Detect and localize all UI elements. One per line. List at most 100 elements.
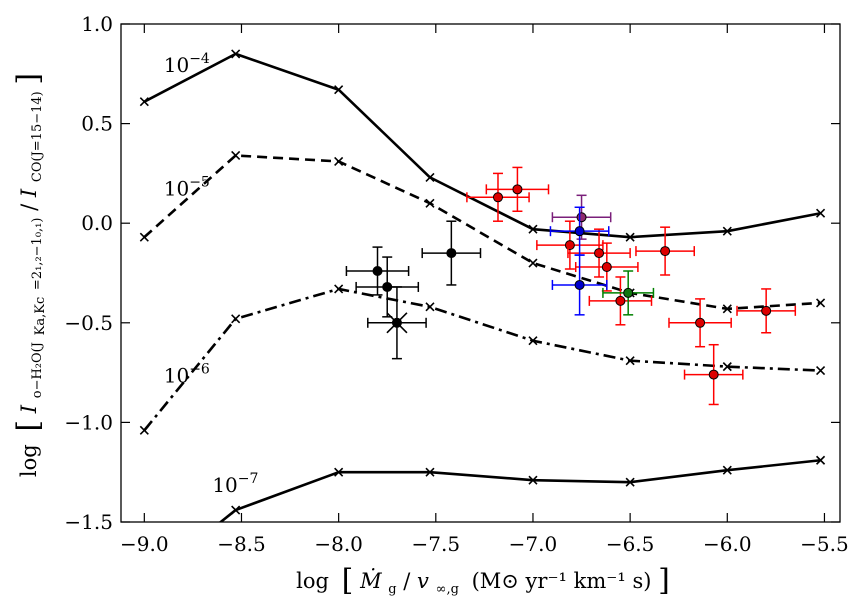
y-title-log: log [17,444,41,477]
y-title-sub1-kk: Ka,Kc [33,297,48,336]
curve-marker-1e-4-5 [625,232,635,242]
point-marker [761,305,772,316]
y-tick-label: 0.5 [81,112,113,136]
curve-marker-1e-6-3 [425,302,435,312]
observation-point [549,206,610,256]
curve-label-1e-5: 10−5 [164,174,210,200]
curve-1e-4 [143,52,821,239]
curve-marker-1e-5-1 [231,150,241,161]
curve-marker-1e-4-4 [528,224,538,234]
point-marker [372,266,383,277]
x-title-sub-g: g [388,582,396,597]
x-title-rbracket: ] [658,563,670,598]
point-marker [512,184,523,195]
y-tick-label: −0.5 [64,311,113,335]
curve-marker-1e-4-7 [816,208,826,218]
point-marker [446,248,457,259]
x-title-mdot: Ṁ [359,569,382,593]
observation-point [602,270,655,316]
curve-marker-1e-7-1 [334,467,344,477]
curve-label-base: 10 [164,176,189,200]
y-title-rbracket: ] [11,73,46,85]
observation-point [367,286,427,360]
observation-point [567,228,631,278]
curve-label-1e-4: 10−4 [164,51,210,77]
x-title-sub-vinf: ∞,g [436,582,459,597]
curve-marker-1e-5-0 [139,232,149,242]
point-marker [576,212,587,223]
observation-point [736,288,797,334]
curve-marker-1e-4-1 [231,49,241,59]
curve-marker-1e-6-7 [816,366,826,376]
axes: −9.0 −8.5 −8.0 −7.5 −7.0 −6.5 −6.0 −5.5 1.0 0.5 0.… [64,12,848,556]
curve-marker-1e-5-6 [722,304,732,314]
curve-marker-1e-5-4 [528,258,538,268]
curve-marker-1e-5-3 [425,198,435,208]
x-tick-label: −8.5 [217,532,266,556]
observation-point [485,166,550,212]
x-title-lbracket: [ [342,563,354,598]
x-axis-title: log [ Ṁ g / v ∞,g (M⊙ yr⁻¹ km⁻¹ s) ] [296,563,670,598]
y-tick-label: −1.0 [64,410,113,434]
observation-point [466,172,530,222]
curve-marker-1e-4-6 [722,226,732,236]
curve-marker-1e-4-3 [425,172,435,182]
point-marker [695,317,706,328]
point-marker [708,369,719,380]
curve-label-exponent: −5 [189,174,210,190]
model-curves [139,49,826,522]
observation-point [345,246,410,296]
observation-point [421,220,482,286]
curve-label-base: 10 [212,473,237,497]
curve-label-base: 10 [164,364,189,388]
curve-marker-1e-6-1 [231,314,241,324]
point-marker [594,248,605,259]
point-marker [574,226,585,237]
point-marker [391,317,402,328]
y-tick-label: −1.5 [64,510,113,534]
point-marker [574,279,585,290]
curve-marker-1e-6-2 [334,284,344,294]
curve-marker-1e-5-7 [816,298,826,308]
point-marker [382,281,393,292]
y-title-sub1: o−H₂O(J [30,342,45,398]
point-marker [623,287,634,298]
x-tick-label: −8.0 [314,532,363,556]
y-tick-label: 1.0 [81,12,113,36]
x-title-slash: / [403,569,411,593]
y-title-lbracket: [ [11,420,46,432]
point-marker [615,295,626,306]
plot-frame [120,23,841,523]
y-title-I2: I [17,188,41,198]
curve-1e-7-tail [218,509,237,522]
x-tick-label: −5.5 [800,532,849,556]
curve-label-1e-6: 10−6 [164,362,210,388]
point-marker [601,262,612,273]
y-title-sub2: CO(J=15−14) [30,91,45,182]
y-title-I1: I [17,404,41,414]
curve-marker-1e-4-0 [139,97,149,107]
observation-point [355,256,420,318]
x-title-v: v [417,569,429,593]
curve-marker-1e-6-4 [528,336,538,346]
observation-point [551,254,608,316]
curve-marker-1e-6-0 [139,425,149,435]
observations [345,166,797,406]
y-title-sub1-b: =2₁,₂−1₀,₁) [30,218,45,291]
curve-marker-1e-7-3 [528,475,538,485]
curve-marker-1e-5-2 [334,156,344,167]
curve-label-exponent: −6 [189,362,210,378]
x-tick-label: −7.0 [509,532,558,556]
y-axis-title: log [ I o−H₂O(J Ka,Kc =2₁,₂−1₀,₁) / I CO… [11,73,49,477]
point-marker [492,192,503,203]
x-title-units: (M⊙ yr⁻¹ km⁻¹ s) [472,569,652,593]
observation-point [588,276,653,326]
point-marker [564,240,575,251]
x-tick-label: −6.0 [703,532,752,556]
curve-marker-1e-6-6 [722,362,732,372]
curve-label-exponent: −7 [238,471,259,487]
observation-point [683,343,744,406]
x-tick-label: −7.5 [412,532,461,556]
curve-1e-6 [143,287,821,432]
